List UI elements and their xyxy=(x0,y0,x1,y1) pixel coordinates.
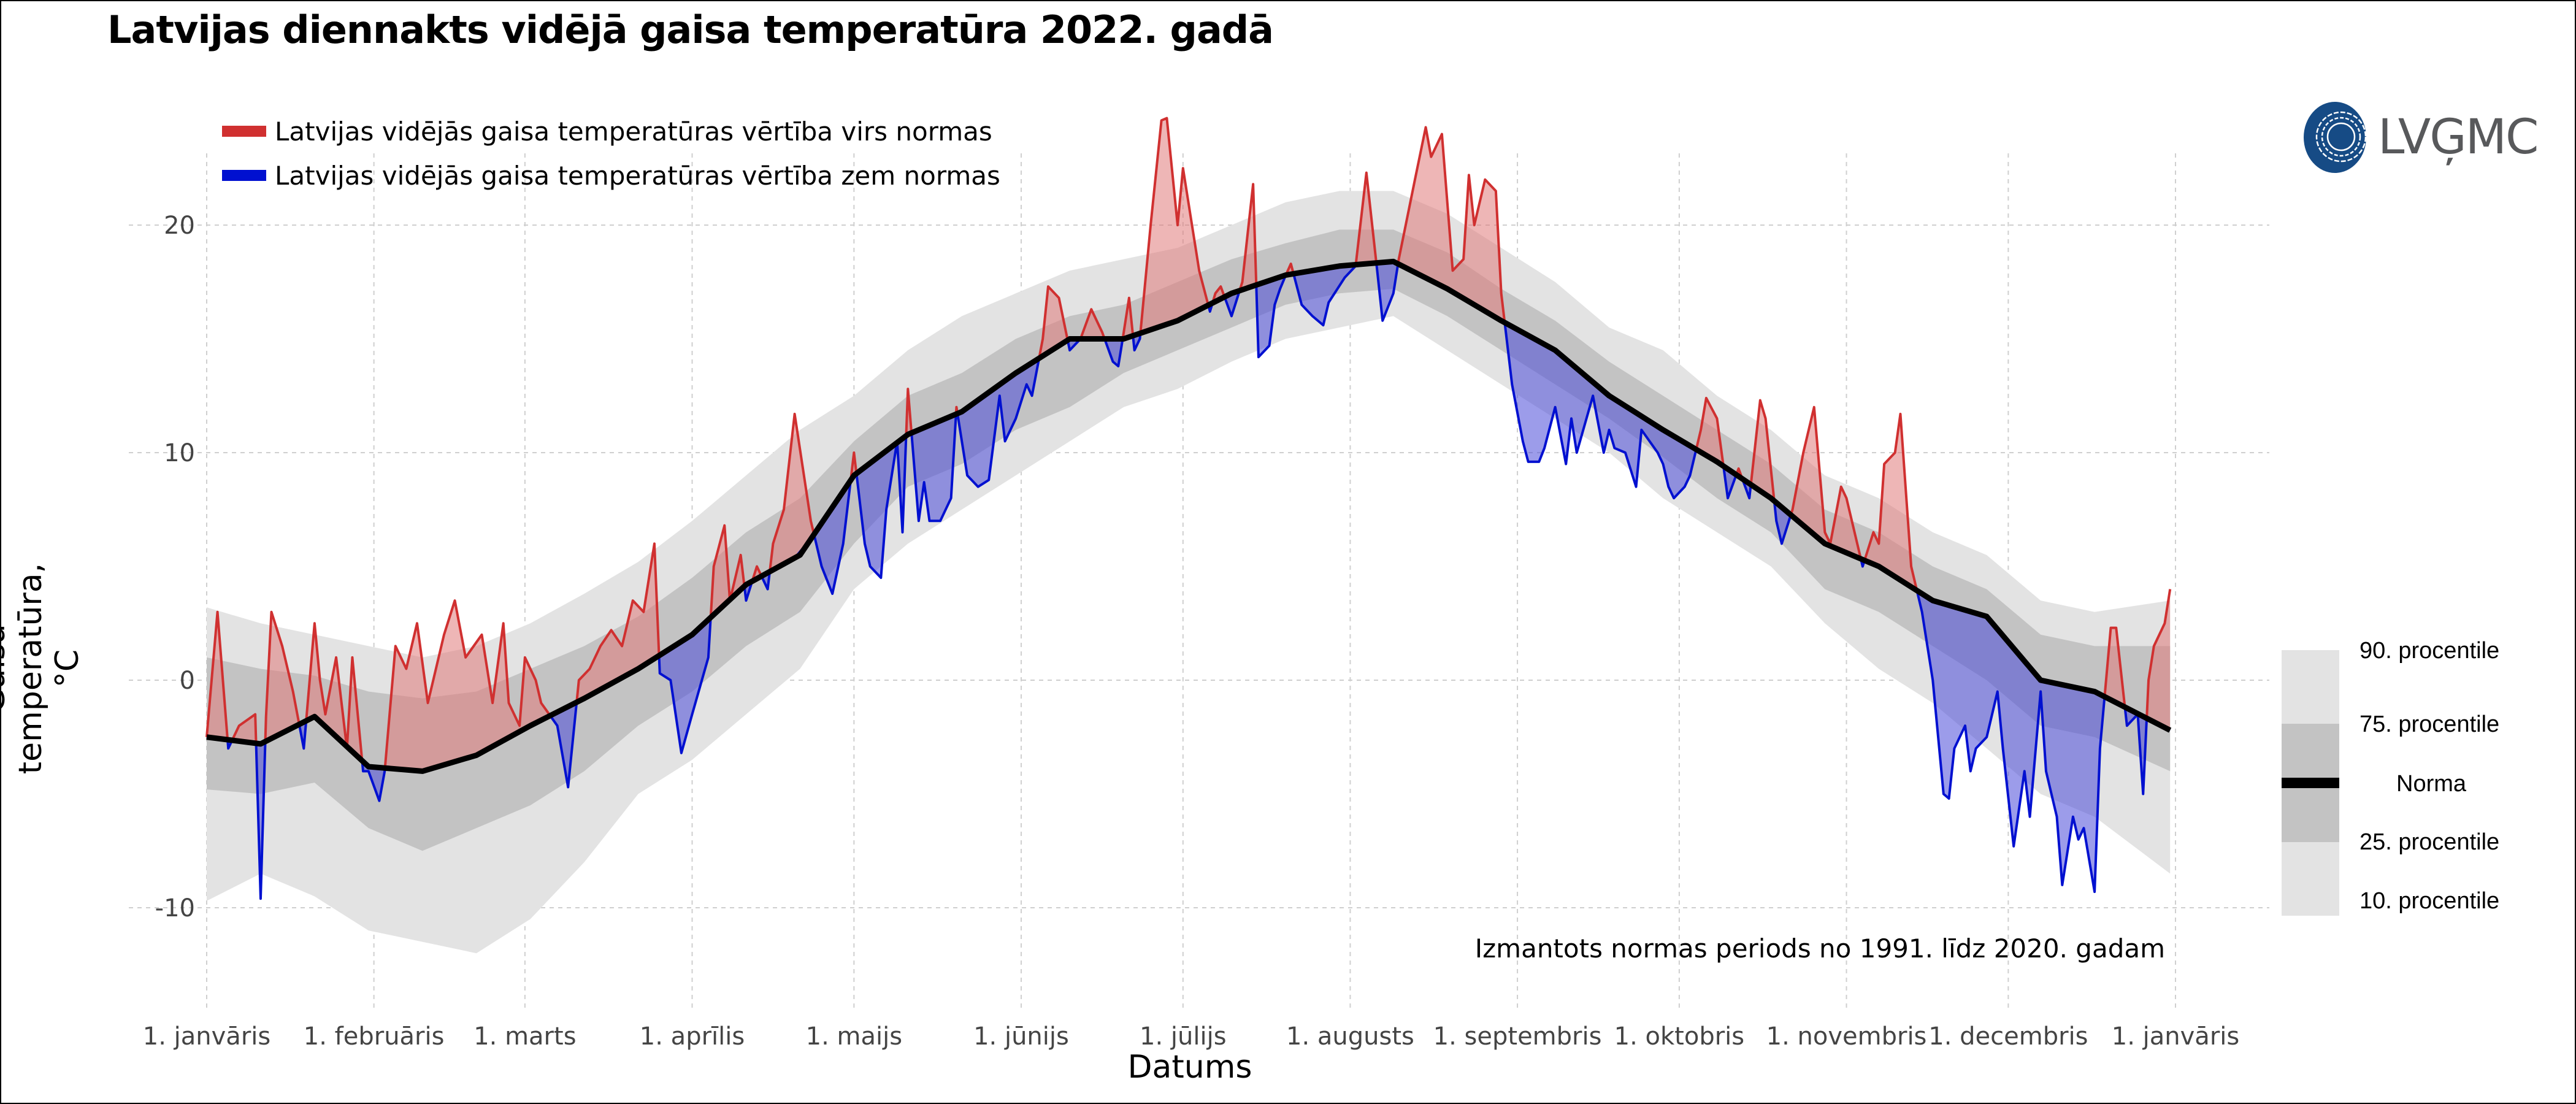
legend-band-p75-p90 xyxy=(2282,650,2339,724)
x-tick-label: 1. marts xyxy=(473,1022,576,1051)
y-tick-label: 20 xyxy=(164,212,195,240)
x-tick-labels: 1. janvāris 1. februāris 1. marts 1. aprīli… xyxy=(143,1022,2239,1051)
x-tick-label: 1. janvāris xyxy=(2112,1022,2239,1051)
x-tick-label: 1. februāris xyxy=(304,1022,445,1051)
x-tick-label: 1. janvāris xyxy=(143,1022,270,1051)
x-tick-label: 1. maijs xyxy=(806,1022,902,1051)
above-norm-fill xyxy=(207,118,2171,771)
legend-p90: 90. procentile xyxy=(2359,638,2500,664)
series-legend: Latvijas vidējās gaisa temperatūras vērt… xyxy=(222,113,1000,202)
legend-norma: Norma xyxy=(2396,771,2467,797)
legend-band-p10-p25 xyxy=(2282,842,2339,916)
x-tick-label: 1. novembris xyxy=(1766,1022,1927,1051)
lvgmc-logo: LVĢMC xyxy=(2303,101,2539,174)
series-lines xyxy=(205,117,2172,900)
legend-norma-line xyxy=(2282,778,2339,788)
y-tick-label: 0 xyxy=(180,667,195,695)
x-axis-title: Datums xyxy=(1127,1049,1252,1086)
logo-text: LVĢMC xyxy=(2378,110,2539,165)
chart-title: Latvijas diennakts vidējā gaisa temperat… xyxy=(107,7,1274,52)
legend-item-below: Latvijas vidējās gaisa temperatūras vērt… xyxy=(222,158,1000,193)
x-tick-label: 1. decembris xyxy=(1928,1022,2088,1051)
percentile-legend: 90. procentile 75. procentile Norma 25. … xyxy=(2282,626,2564,916)
legend-p75: 75. procentile xyxy=(2359,711,2500,737)
x-tick-label: 1. jūlijs xyxy=(1140,1022,1227,1051)
y-axis-title: Gaisa temperatūra, °C xyxy=(0,562,86,775)
norm-period-note: Izmantots normas periods no 1991. līdz 2… xyxy=(1474,933,2165,964)
norma-line xyxy=(206,258,2172,774)
y-tick-label: 10 xyxy=(164,439,195,467)
legend-item-above: Latvijas vidējās gaisa temperatūras vērt… xyxy=(222,113,1000,149)
band-p10-p90 xyxy=(207,191,2171,954)
percentile-bands xyxy=(207,191,2171,954)
x-tick-label: 1. jūnijs xyxy=(973,1022,1069,1051)
band-p25-p75 xyxy=(207,229,2171,851)
x-tick-label: 1. oktobris xyxy=(1614,1022,1744,1051)
legend-label-above: Latvijas vidējās gaisa temperatūras vērt… xyxy=(275,116,992,147)
legend-swatch-below xyxy=(222,170,266,181)
legend-swatch-above xyxy=(222,126,266,137)
anomaly-fills xyxy=(207,118,2171,899)
logo-circle-icon xyxy=(2304,102,2367,173)
x-tick-label: 1. aprīlis xyxy=(640,1022,745,1051)
legend-p25: 25. procentile xyxy=(2359,829,2500,855)
legend-label-below: Latvijas vidējās gaisa temperatūras vērt… xyxy=(275,160,1000,191)
x-tick-label: 1. augusts xyxy=(1286,1022,1414,1051)
y-tick-labels: -10 0 10 20 xyxy=(155,212,195,922)
x-tick-label: 1. septembris xyxy=(1433,1022,1602,1051)
legend-p10: 10. procentile xyxy=(2359,888,2500,914)
y-tick-label: -10 xyxy=(155,894,195,922)
